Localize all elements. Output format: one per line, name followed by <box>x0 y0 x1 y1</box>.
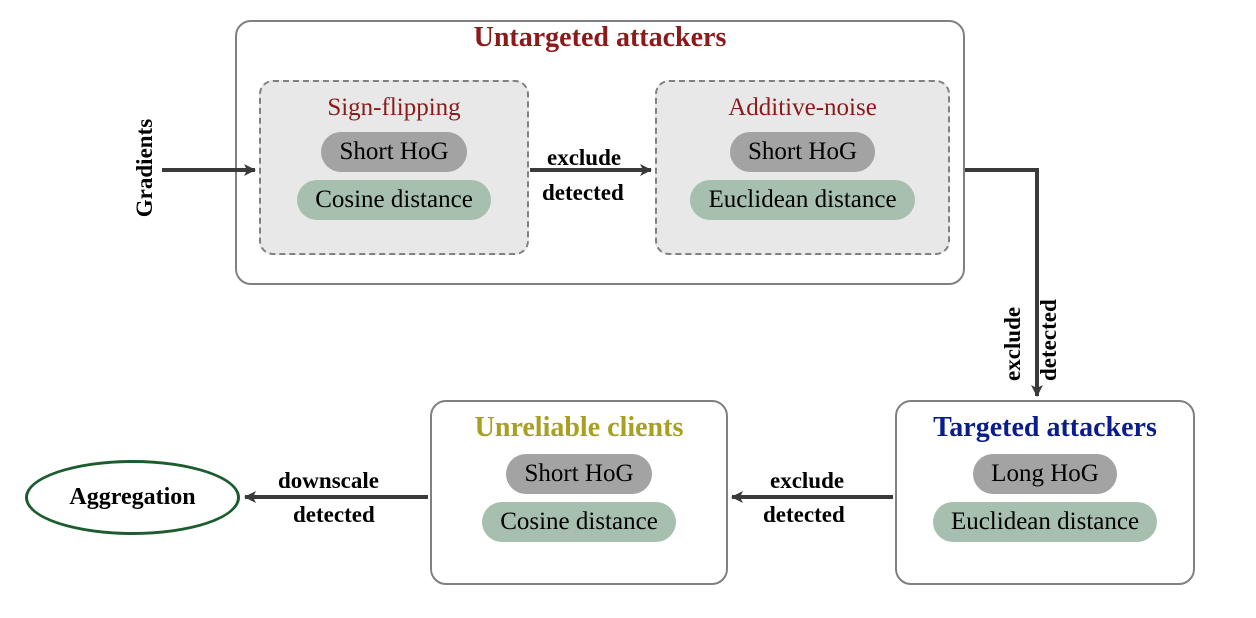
additivenoise-box: Additive-noise Short HoG Euclidean dista… <box>655 80 950 255</box>
aggregation-node: Aggregation <box>25 460 240 535</box>
additivenoise-pill2: Euclidean distance <box>690 180 914 220</box>
targeted-pill1: Long HoG <box>973 454 1117 494</box>
unreliable-pill2: Cosine distance <box>482 502 676 542</box>
edge4-bottom: detected <box>293 502 375 528</box>
signflipping-box: Sign-flipping Short HoG Cosine distance <box>259 80 529 255</box>
edge4-top: downscale <box>278 468 379 494</box>
signflipping-pill2: Cosine distance <box>297 180 491 220</box>
targeted-box: Targeted attackers Long HoG Euclidean di… <box>895 400 1195 585</box>
unreliable-pill1: Short HoG <box>506 454 651 494</box>
additivenoise-title: Additive-noise <box>673 94 932 122</box>
targeted-pill2: Euclidean distance <box>933 502 1157 542</box>
edge3-bottom: detected <box>763 502 845 528</box>
edge2-top: exclude <box>1000 281 1026 381</box>
untargeted-title: Untargeted attackers <box>237 22 963 54</box>
signflipping-title: Sign-flipping <box>277 94 511 122</box>
unreliable-box: Unreliable clients Short HoG Cosine dist… <box>430 400 728 585</box>
signflipping-pill1: Short HoG <box>321 132 466 172</box>
edge-gradients-label: Gradients <box>132 108 158 228</box>
aggregation-label: Aggregation <box>69 484 195 511</box>
edge2-bottom: detected <box>1036 281 1062 381</box>
edge1-top: exclude <box>547 145 621 171</box>
additivenoise-pill1: Short HoG <box>730 132 875 172</box>
edge1-bottom: detected <box>542 180 624 206</box>
edge3-top: exclude <box>770 468 844 494</box>
targeted-title: Targeted attackers <box>911 412 1179 444</box>
unreliable-title: Unreliable clients <box>446 412 712 444</box>
